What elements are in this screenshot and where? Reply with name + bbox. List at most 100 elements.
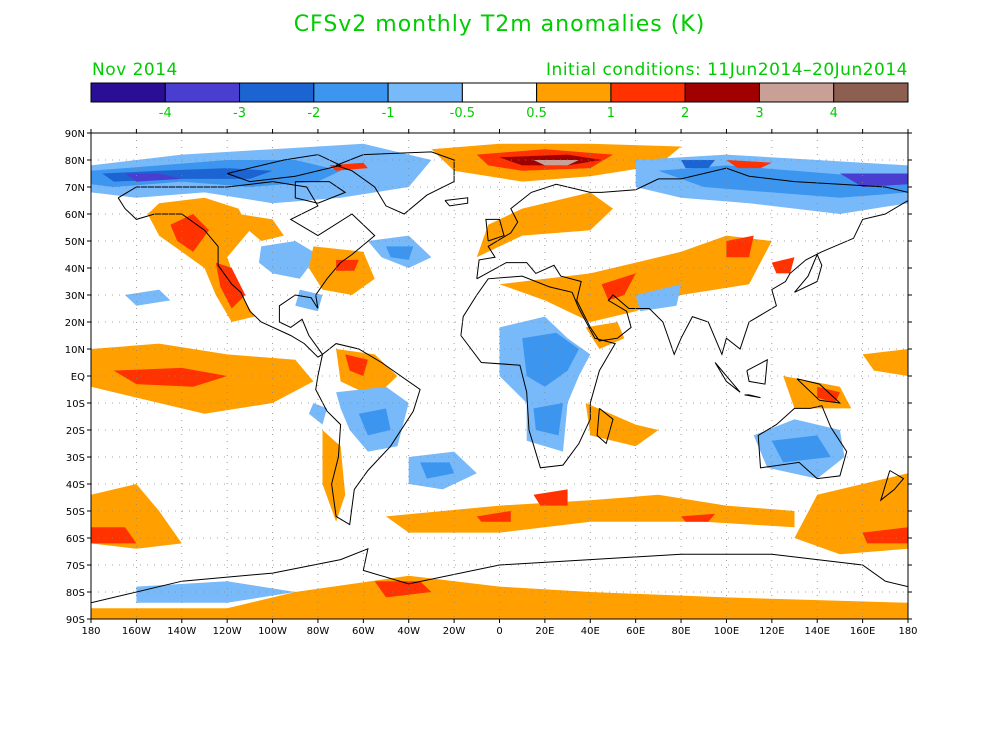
anomaly-region (170, 214, 209, 252)
lat-label: 50S (66, 507, 85, 518)
legend-tick-label: -2 (307, 106, 320, 121)
lon-label: 40W (397, 626, 420, 637)
anomaly-region (681, 160, 716, 169)
latitude-labels: 90N 80N 70N 60N 50N 40N 30N 20N 10N EQ 10S 20S 30S 40… (65, 129, 912, 626)
coastline (460, 275, 616, 469)
anomaly-region (215, 262, 246, 309)
lat-label: 30S (66, 453, 85, 464)
lon-label: 180 (898, 626, 917, 637)
lat-label: 20N (65, 318, 85, 329)
lon-label: 120W (213, 626, 242, 637)
lat-label: 50N (65, 237, 85, 248)
lat-label: 10N (65, 345, 85, 356)
anomaly-region (125, 173, 182, 182)
anomaly-region (817, 386, 840, 403)
anomaly-region (258, 241, 318, 279)
coastline (444, 197, 469, 207)
anomaly-region (726, 160, 772, 169)
anomaly-region (585, 403, 659, 447)
coastline (714, 362, 741, 393)
coastline (485, 218, 505, 242)
lat-label: 60S (66, 534, 85, 545)
anomaly-region (862, 349, 908, 376)
legend-swatch (833, 82, 909, 103)
anomaly-region (420, 462, 455, 479)
lat-label: 60N (65, 210, 85, 221)
lat-label: 10S (66, 399, 85, 410)
lat-label: 70S (66, 561, 85, 572)
anomaly-fields (91, 143, 908, 619)
anomaly-region (585, 322, 625, 349)
lat-label: 30N (65, 291, 85, 302)
lat-label: 40N (65, 264, 85, 275)
anomaly-region (358, 408, 391, 436)
anomaly-region (862, 527, 908, 544)
coastline (879, 470, 905, 502)
anomaly-region (658, 165, 908, 198)
lat-label: 70N (65, 183, 85, 194)
legend-tick-label: -4 (159, 106, 172, 121)
map-title: CFSv2 monthly T2m anomalies (K) (293, 12, 706, 37)
anomaly-region (771, 435, 831, 463)
legend-tick-label: -1 (382, 106, 395, 121)
anomaly-region (726, 235, 754, 258)
anomaly-region (533, 489, 568, 506)
forecast-month: Nov 2014 (92, 60, 178, 80)
anomaly-region (533, 403, 563, 436)
anomaly-region (476, 511, 511, 522)
anomaly-region (601, 273, 636, 301)
anomaly-region (91, 575, 908, 619)
coastline (744, 394, 761, 399)
legend-tick-label: -0.5 (450, 106, 475, 121)
legend-tick-label: 0.5 (526, 106, 547, 121)
lat-label: 40S (66, 480, 85, 491)
lon-label: 60W (352, 626, 375, 637)
anomaly-region (499, 235, 772, 322)
lon-label: 180 (81, 626, 100, 637)
anomaly-region (681, 513, 716, 522)
coastline (794, 253, 823, 293)
legend-tick-label: 4 (830, 106, 838, 121)
lon-label: 20W (443, 626, 466, 637)
anomaly-region (113, 367, 228, 387)
lat-label: 80S (66, 588, 85, 599)
lon-label: 0 (496, 626, 502, 637)
anomaly-region (91, 527, 137, 544)
lat-label: 90S (66, 615, 85, 626)
lon-label: 160W (122, 626, 151, 637)
lon-label: 100W (258, 626, 287, 637)
coastline (796, 378, 842, 404)
legend-tick-label: 2 (681, 106, 689, 121)
anomaly-region (522, 332, 579, 387)
anomaly-region (839, 173, 908, 187)
anomaly-region (345, 354, 368, 376)
longitude-labels: 180 160W 140W 120W 100W 80W 60W 40W 20W 0 20E 40E 60… (81, 129, 918, 637)
coastline (227, 154, 343, 183)
coastline (335, 151, 455, 215)
lon-label: 40E (581, 626, 600, 637)
anomaly-region (336, 259, 359, 271)
coastline (596, 408, 614, 445)
legend-tick-label: 3 (755, 106, 763, 121)
anomaly-region (374, 581, 432, 598)
legend-tick-label: 1 (607, 106, 615, 121)
coastline (294, 181, 347, 204)
color-legend: -4 -3 -2 -1 -0.5 0.5 1 2 3 4 (90, 82, 909, 121)
lat-label: 90N (65, 129, 85, 140)
lon-label: 120E (759, 626, 784, 637)
lon-label: 140W (167, 626, 196, 637)
initial-conditions: Initial conditions: 11Jun2014–20Jun2014 (546, 60, 908, 80)
lat-label: 80N (65, 156, 85, 167)
anomaly-region (771, 257, 795, 274)
lat-label: EQ (71, 372, 85, 383)
coastline (476, 167, 908, 356)
anomaly-region (136, 581, 296, 603)
coastline (757, 405, 848, 480)
lon-label: 60E (626, 626, 645, 637)
anomaly-region (238, 214, 284, 241)
lon-label: 100E (714, 626, 739, 637)
coastline (746, 358, 768, 385)
anomaly-region (386, 494, 795, 533)
coastline (117, 181, 376, 358)
